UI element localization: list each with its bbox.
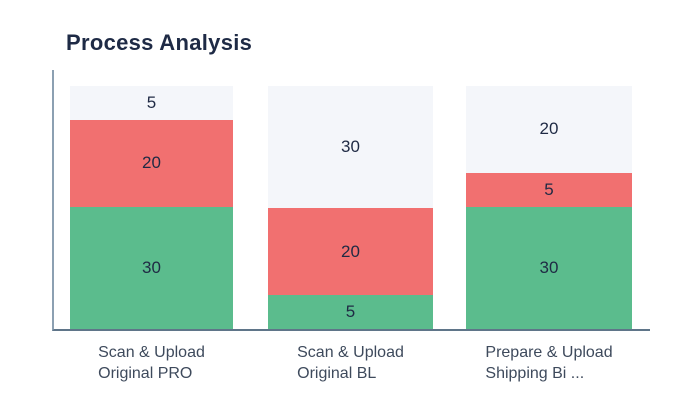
stacked-bar-original-bl[interactable]: 30 20 5 xyxy=(268,86,433,329)
plot-area: 5 20 30 30 20 5 20 xyxy=(52,70,650,331)
category-line: Original BL xyxy=(297,365,377,382)
bar-segment-red[interactable]: 20 xyxy=(268,208,433,296)
category-line: Original PRO xyxy=(98,365,193,382)
bar-segment-light[interactable]: 20 xyxy=(466,86,632,173)
category-label-shipping-bill: Prepare & Upload Shipping Bi ... xyxy=(466,342,632,384)
segment-value: 20 xyxy=(341,241,360,261)
category-line: Prepare & Upload xyxy=(485,344,613,361)
bar-segment-green[interactable]: 30 xyxy=(70,206,233,329)
category-line: Shipping Bi ... xyxy=(485,365,585,382)
bar-segment-red[interactable]: 5 xyxy=(466,172,632,207)
bar-segment-light[interactable]: 30 xyxy=(268,86,433,209)
segment-value: 5 xyxy=(146,92,157,112)
segment-value: 20 xyxy=(539,119,559,139)
bar-segment-light[interactable]: 5 xyxy=(70,86,233,120)
stacked-bar-original-pro[interactable]: 5 20 30 xyxy=(70,86,233,329)
bar-segment-green[interactable]: 5 xyxy=(268,295,433,329)
segment-value: 5 xyxy=(544,179,554,199)
category-line: Scan & Upload xyxy=(297,344,404,361)
category-line: Scan & Upload xyxy=(98,344,205,361)
category-label-original-pro: Scan & Upload Original PRO xyxy=(70,342,233,384)
segment-value: 5 xyxy=(345,302,356,322)
segment-value: 30 xyxy=(142,257,161,277)
category-label-original-bl: Scan & Upload Original BL xyxy=(268,342,433,384)
segment-value: 30 xyxy=(539,257,559,277)
bar-segment-green[interactable]: 30 xyxy=(466,206,632,329)
segment-value: 20 xyxy=(142,153,161,173)
bar-segment-red[interactable]: 20 xyxy=(70,119,233,207)
segment-value: 30 xyxy=(341,137,360,157)
stacked-bar-shipping-bill[interactable]: 20 5 30 xyxy=(466,86,632,329)
chart-title: Process Analysis xyxy=(66,30,253,55)
